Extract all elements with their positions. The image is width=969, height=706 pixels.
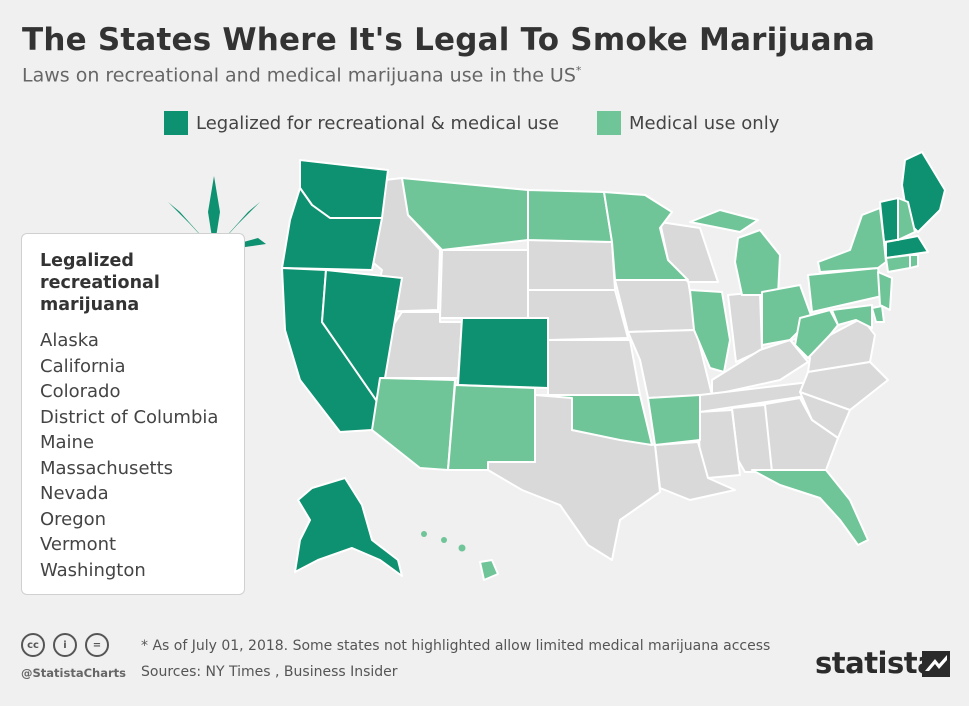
box-heading-line: Legalized	[40, 251, 134, 271]
state-kansas	[547, 339, 641, 396]
state-michigan	[734, 229, 781, 296]
state-hawaii-islet-1	[421, 531, 427, 537]
legend-item-recreational: Legalized for recreational & medical use	[164, 111, 559, 135]
state-oregon	[281, 187, 383, 271]
state-list: Alaska California Colorado District of C…	[40, 328, 226, 583]
state-arizona	[371, 377, 456, 471]
state-maryland	[831, 304, 873, 329]
state-virginia	[789, 317, 876, 373]
state-new-jersey	[877, 271, 893, 311]
list-item: Maine	[40, 432, 95, 453]
legend-swatch-medical	[597, 111, 622, 135]
list-item: Washington	[40, 559, 146, 581]
box-heading-line: marijuana	[40, 295, 140, 315]
legend: Legalized for recreational & medical use…	[164, 111, 817, 135]
state-alaska	[294, 477, 403, 577]
list-item: District of Columbia	[40, 406, 219, 428]
cc-icon[interactable]: cc	[21, 633, 45, 657]
list-item: Oregon	[40, 508, 107, 530]
state-rhode-island	[909, 254, 919, 269]
state-south-dakota	[527, 239, 616, 291]
statista-logo-icon	[922, 651, 950, 677]
state-hawaii-islet-3	[458, 544, 466, 552]
state-florida	[751, 469, 869, 546]
state-illinois	[689, 289, 731, 373]
page-subtitle: Laws on recreational and medical marijua…	[22, 64, 581, 86]
legend-swatch-recreational	[164, 111, 188, 135]
state-connecticut	[885, 254, 911, 273]
list-item: Colorado	[40, 381, 121, 402]
sources: Sources: NY Times , Business Insider	[141, 664, 398, 680]
subtitle-text: Laws on recreational and medical marijua…	[22, 64, 576, 87]
list-item: Nevada	[40, 483, 109, 504]
license-icons: cc i =	[21, 633, 117, 657]
state-new-hampshire	[897, 197, 916, 241]
state-michigan-up	[689, 209, 759, 233]
list-item: Alaska	[40, 330, 99, 351]
state-wyoming	[439, 249, 529, 319]
statista-logo[interactable]: statista	[815, 646, 937, 680]
list-item: Vermont	[40, 534, 117, 555]
list-item: Massachusetts	[40, 457, 174, 479]
legend-label-recreational: Legalized for recreational & medical use	[196, 112, 560, 134]
state-north-dakota	[527, 189, 613, 243]
state-delaware	[871, 305, 885, 323]
attribution-icon[interactable]: i	[53, 633, 77, 657]
legend-item-medical: Medical use only	[597, 111, 779, 135]
noderivs-icon[interactable]: =	[85, 633, 109, 657]
recreational-states-box: Legalized recreational marijuana Alaska …	[21, 233, 245, 595]
page-title: The States Where It's Legal To Smoke Mar…	[22, 22, 876, 58]
state-maine	[901, 151, 946, 233]
state-colorado	[457, 317, 549, 389]
subtitle-asterisk: *	[575, 64, 582, 77]
box-heading-line: recreational	[40, 273, 160, 293]
us-map	[281, 151, 946, 581]
state-west-virginia	[794, 309, 839, 359]
footnote: * As of July 01, 2018. Some states not h…	[141, 638, 771, 654]
box-heading: Legalized recreational marijuana	[40, 250, 226, 316]
state-hawaii	[479, 559, 499, 581]
state-iowa	[614, 279, 697, 333]
legend-label-medical: Medical use only	[629, 112, 780, 134]
state-hawaii-islet-2	[441, 537, 447, 543]
state-oklahoma	[534, 394, 653, 446]
state-new-mexico	[447, 384, 536, 471]
state-montana	[401, 177, 529, 251]
state-new-york	[817, 207, 887, 273]
state-arkansas	[647, 394, 701, 446]
state-minnesota	[603, 191, 689, 281]
list-item: California	[40, 355, 126, 377]
twitter-handle[interactable]: @StatistaCharts	[21, 666, 126, 680]
